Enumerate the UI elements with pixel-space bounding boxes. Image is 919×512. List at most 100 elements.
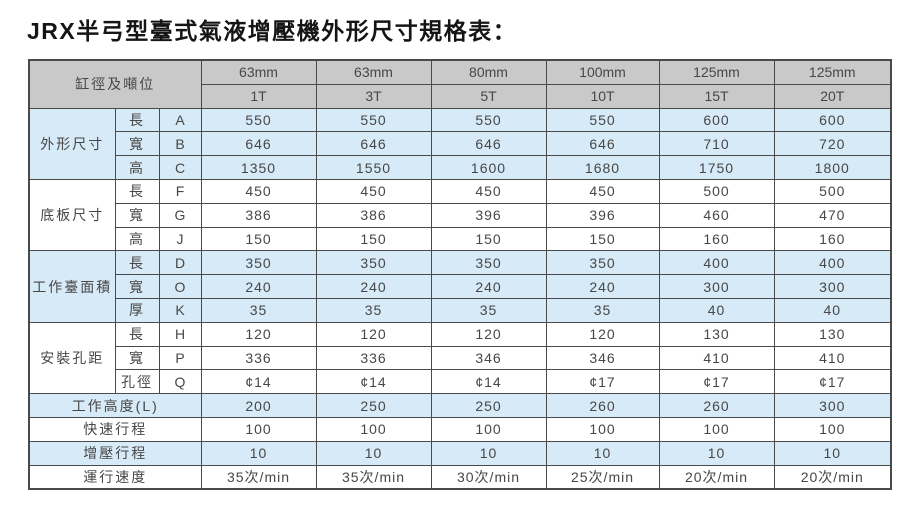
value-cell: 1550 bbox=[315, 155, 432, 180]
code-label: G bbox=[158, 202, 202, 228]
value-cell: 710 bbox=[658, 131, 775, 157]
value-cell: 150 bbox=[430, 226, 547, 252]
value-cell: 460 bbox=[658, 202, 775, 228]
tonnage-header: 20T bbox=[773, 83, 892, 109]
value-cell: 720 bbox=[773, 131, 892, 157]
dim-label: 高 bbox=[114, 155, 160, 180]
value-cell: 550 bbox=[315, 107, 432, 133]
value-cell: 410 bbox=[773, 345, 892, 371]
value-cell: 120 bbox=[200, 321, 317, 347]
dim-label: 寬 bbox=[114, 345, 160, 371]
value-cell: 40 bbox=[658, 297, 775, 323]
value-cell: 35 bbox=[200, 297, 317, 323]
value-cell: 450 bbox=[315, 178, 432, 204]
value-cell: 450 bbox=[430, 178, 547, 204]
table-row: 安裝孔距 長 H 120 120 120 120 130 130 bbox=[28, 321, 892, 395]
value-cell: 100 bbox=[200, 416, 317, 442]
value-cell: 500 bbox=[773, 178, 892, 204]
value-cell: 240 bbox=[315, 274, 432, 299]
dim-label: 寬 bbox=[114, 202, 160, 228]
value-cell: 260 bbox=[658, 393, 775, 418]
value-cell: ¢17 bbox=[545, 369, 660, 395]
corner-header: 缸徑及噸位 bbox=[28, 59, 202, 109]
dim-label: 長 bbox=[114, 321, 160, 347]
value-cell: 200 bbox=[200, 393, 317, 418]
value-cell: 250 bbox=[430, 393, 547, 418]
value-cell: 150 bbox=[315, 226, 432, 252]
value-cell: 240 bbox=[200, 274, 317, 299]
value-cell: 350 bbox=[200, 250, 317, 276]
value-cell: 550 bbox=[200, 107, 317, 133]
value-cell: 160 bbox=[773, 226, 892, 252]
summary-label: 增壓行程 bbox=[28, 440, 202, 466]
tonnage-header: 1T bbox=[200, 83, 317, 109]
value-cell: 300 bbox=[658, 274, 775, 299]
value-cell: 500 bbox=[658, 178, 775, 204]
value-cell: 550 bbox=[545, 107, 660, 133]
value-cell: 350 bbox=[430, 250, 547, 276]
table-row: 寬 P 336 336 346 346 410 410 bbox=[29, 345, 892, 371]
value-cell: 150 bbox=[545, 226, 660, 252]
value-cell: 120 bbox=[315, 321, 432, 347]
value-cell: 100 bbox=[773, 416, 892, 442]
tonnage-header: 15T bbox=[658, 83, 775, 109]
summary-label: 工作高度(L) bbox=[28, 393, 202, 418]
value-cell: 20次/min bbox=[658, 464, 775, 490]
bore-header: 125mm bbox=[658, 59, 775, 85]
value-cell: 1600 bbox=[430, 155, 547, 180]
value-cell: 240 bbox=[430, 274, 547, 299]
value-cell: 10 bbox=[773, 440, 892, 466]
value-cell: 120 bbox=[430, 321, 547, 347]
dim-label: 寬 bbox=[114, 131, 160, 157]
value-cell: 346 bbox=[430, 345, 547, 371]
bore-header: 100mm bbox=[545, 59, 660, 85]
value-cell: 100 bbox=[658, 416, 775, 442]
code-label: K bbox=[158, 297, 202, 323]
group-label: 底板尺寸 bbox=[28, 178, 116, 252]
group-label: 工作臺面積 bbox=[28, 250, 116, 323]
tonnage-header: 10T bbox=[545, 83, 660, 109]
value-cell: 346 bbox=[545, 345, 660, 371]
table-row: 寬 O 240 240 240 240 300 300 bbox=[29, 274, 892, 299]
value-cell: 410 bbox=[658, 345, 775, 371]
value-cell: 450 bbox=[545, 178, 660, 204]
value-cell: 150 bbox=[200, 226, 317, 252]
value-cell: 1800 bbox=[773, 155, 892, 180]
summary-row: 工作高度(L) 200 250 250 260 260 300 bbox=[28, 393, 892, 418]
code-label: Q bbox=[158, 369, 202, 395]
value-cell: ¢17 bbox=[773, 369, 892, 395]
value-cell: 646 bbox=[315, 131, 432, 157]
code-label: A bbox=[158, 107, 202, 133]
value-cell: 20次/min bbox=[773, 464, 892, 490]
table-row: 高 J 150 150 150 150 160 160 bbox=[29, 226, 892, 252]
value-cell: 10 bbox=[430, 440, 547, 466]
dim-label: 寬 bbox=[114, 274, 160, 299]
value-cell: 100 bbox=[315, 416, 432, 442]
value-cell: 10 bbox=[200, 440, 317, 466]
value-cell: 350 bbox=[545, 250, 660, 276]
group-label: 外形尺寸 bbox=[28, 107, 116, 180]
value-cell: 336 bbox=[315, 345, 432, 371]
value-cell: 25次/min bbox=[545, 464, 660, 490]
value-cell: 35 bbox=[430, 297, 547, 323]
value-cell: 100 bbox=[545, 416, 660, 442]
value-cell: 35次/min bbox=[200, 464, 317, 490]
value-cell: 10 bbox=[545, 440, 660, 466]
value-cell: 350 bbox=[315, 250, 432, 276]
value-cell: 550 bbox=[430, 107, 547, 133]
table-row: 工作臺面積 長 D 350 350 350 350 400 400 bbox=[28, 250, 892, 323]
bore-header: 125mm bbox=[773, 59, 892, 85]
summary-label: 快速行程 bbox=[28, 416, 202, 442]
bore-header: 63mm bbox=[315, 59, 432, 85]
code-label: O bbox=[158, 274, 202, 299]
spec-table: 缸徑及噸位 63mm 63mm 80mm 100mm 125mm 125mm 1… bbox=[28, 59, 892, 491]
table-row: 高 C 1350 1550 1600 1680 1750 1800 bbox=[29, 155, 892, 180]
value-cell: 35 bbox=[315, 297, 432, 323]
value-cell: 646 bbox=[430, 131, 547, 157]
bore-header: 63mm bbox=[200, 59, 317, 85]
value-cell: 646 bbox=[200, 131, 317, 157]
value-cell: 40 bbox=[773, 297, 892, 323]
dim-label: 高 bbox=[114, 226, 160, 252]
value-cell: 130 bbox=[658, 321, 775, 347]
code-label: J bbox=[158, 226, 202, 252]
